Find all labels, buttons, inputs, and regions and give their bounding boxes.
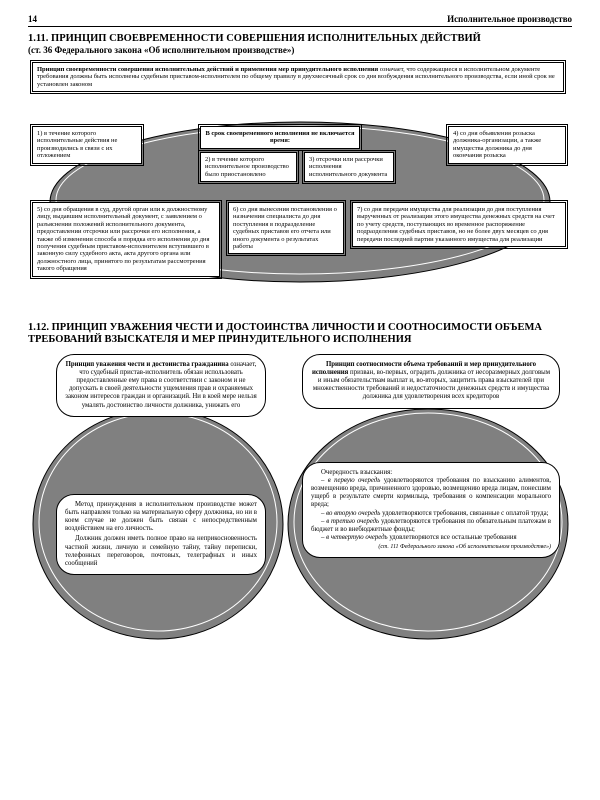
diagram-112: Принцип уважения чести и достоинства гра… — [28, 354, 572, 664]
section-112-title: 1.12. ПРИНЦИП УВАЖЕНИЯ ЧЕСТИ И ДОСТОИНСТ… — [28, 322, 572, 346]
diagram-111: Принцип своевременности совершения испол… — [28, 62, 572, 312]
o4-rest: удовлетворяются все остальные требования — [388, 534, 517, 541]
left-bottom-p1: Метод принуждения в исполнительном произ… — [65, 501, 257, 534]
box-7: 7) со дня передачи имущества для реализа… — [352, 202, 566, 247]
left-bottom-box: Метод принуждения в исполнительном произ… — [56, 494, 266, 575]
box-top: Принцип своевременности совершения испол… — [32, 62, 564, 92]
section-111-subtitle: (ст. 36 Федерального закона «Об исполнит… — [28, 45, 572, 56]
box-3: 3) отсрочки или рассрочки исполнения исп… — [304, 152, 394, 182]
page-number: 14 — [28, 14, 37, 25]
order-heading: Очередность взыскания: — [311, 469, 551, 477]
o2-rest: удовлетворяются требования, связанные с … — [380, 510, 548, 517]
section-111-title: 1.11. ПРИНЦИП СВОЕВРЕМЕННОСТИ СОВЕРШЕНИЯ… — [28, 33, 572, 45]
left-top-lead: Принцип уважения чести и достоинства гра… — [66, 361, 229, 368]
right-top-rest: призван, во-первых, оградить должника от… — [313, 369, 550, 400]
page-header: 14 Исполнительное производство — [28, 14, 572, 27]
o1-lead: в первую очередь — [328, 477, 381, 484]
mid-heading-text: В срок своевременного исполнения не вклю… — [205, 130, 354, 144]
section-name: Исполнительное производство — [447, 14, 572, 25]
left-top-box: Принцип уважения чести и достоинства гра… — [56, 354, 266, 417]
o3-lead: в третью очередь — [326, 518, 379, 525]
right-bottom-box: Очередность взыскания: – в первую очеред… — [302, 462, 560, 559]
cite: (ст. 111 Федерального закона «Об исполни… — [311, 544, 551, 551]
box-6: 6) со дня вынесения постановления о назн… — [228, 202, 344, 255]
box-4: 4) со дня объявления розыска должника-ор… — [448, 126, 566, 164]
left-bottom-p2: Должник должен иметь полное право на неп… — [65, 535, 257, 568]
box-5: 5) со дня обращения в суд, другой орган … — [32, 202, 220, 277]
box-2: 2) в течение которого исполнительное про… — [200, 152, 297, 182]
box-top-lead: Принцип своевременности совершения испол… — [37, 66, 378, 73]
box-1: 1) в течение которого исполнительные дей… — [32, 126, 142, 164]
o2-lead: во вторую очередь — [326, 510, 380, 517]
o4-lead: в четвертую очередь — [326, 534, 388, 541]
box-mid-heading: В срок своевременного исполнения не вклю… — [200, 126, 360, 149]
right-top-box: Принцип соотносимости объема требований … — [302, 354, 560, 409]
